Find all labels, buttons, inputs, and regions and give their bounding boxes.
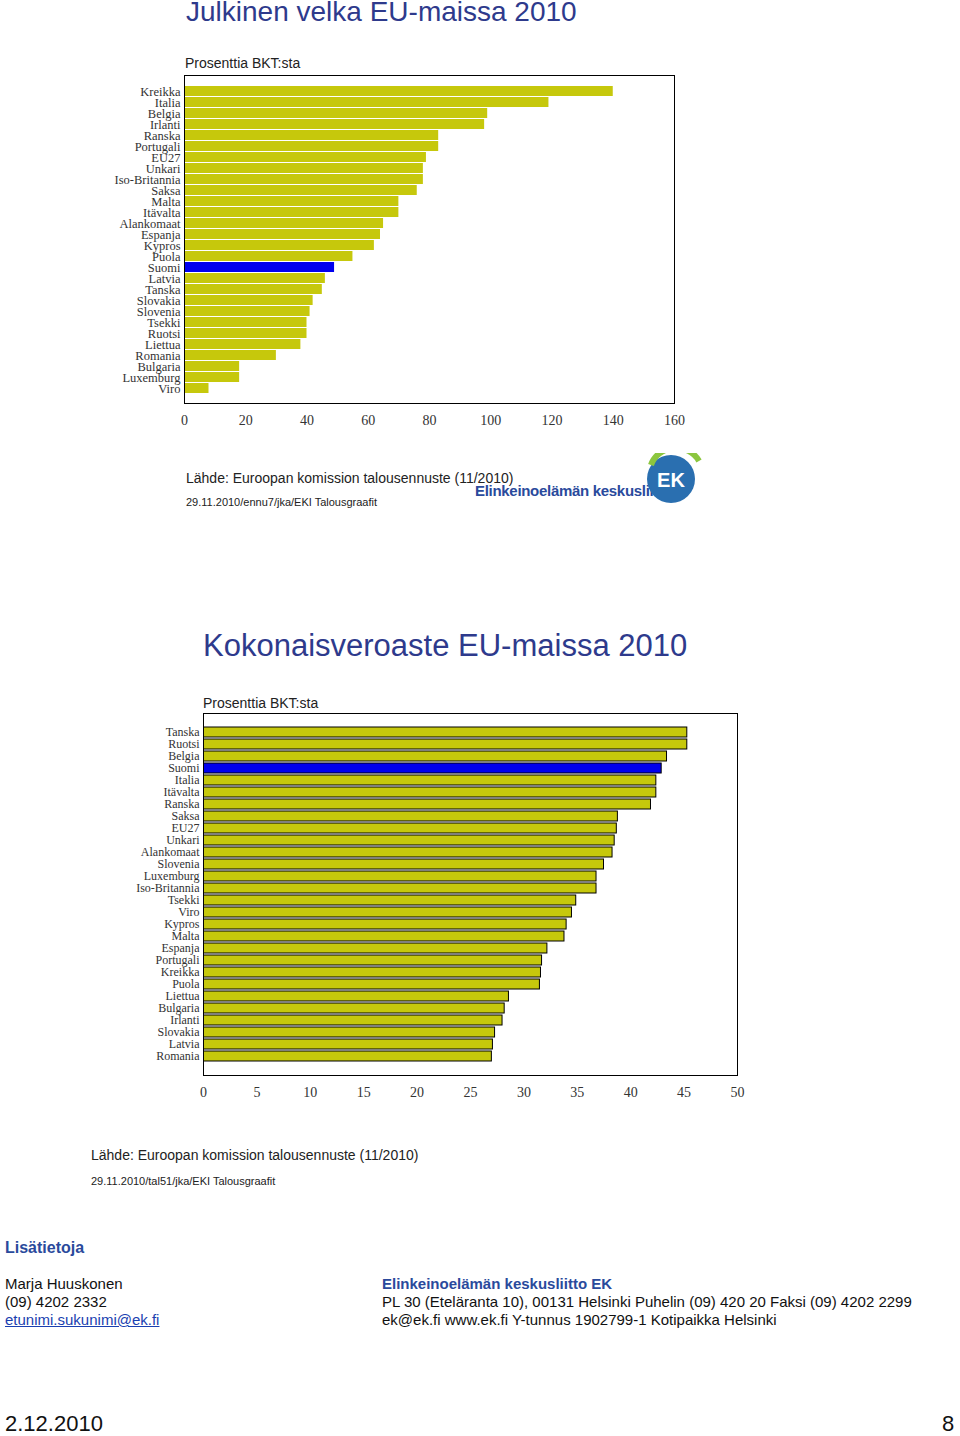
svg-text:120: 120	[542, 413, 563, 428]
svg-text:Slovakia: Slovakia	[157, 1025, 200, 1040]
svg-text:EU27: EU27	[151, 150, 181, 165]
svg-text:Luxemburg: Luxemburg	[143, 869, 200, 884]
svg-text:Viro: Viro	[158, 382, 180, 396]
svg-text:40: 40	[300, 413, 314, 428]
svg-text:Puola: Puola	[152, 249, 181, 264]
svg-text:40: 40	[624, 1085, 638, 1100]
svg-text:Ranska: Ranska	[164, 797, 200, 812]
html-text:29.11.2010/tal51/jka/EKI Talou: 29.11.2010/tal51/jka/EKI Talousgraafit	[91, 1175, 276, 1187]
svg-text:Saksa: Saksa	[171, 809, 200, 824]
svg-text:Liettua: Liettua	[145, 337, 181, 352]
svg-text:Espanja: Espanja	[140, 227, 181, 242]
svg-text:Ruotsi: Ruotsi	[147, 326, 181, 341]
svg-text:Tanska: Tanska	[165, 725, 200, 740]
svg-text:25: 25	[464, 1085, 478, 1100]
svg-text:Belgia: Belgia	[147, 106, 181, 121]
html-text:29.11.2010/ennu7/jka/EKI Talou: 29.11.2010/ennu7/jka/EKI Talousgraafit	[186, 496, 377, 508]
svg-text:20: 20	[239, 413, 253, 428]
svg-text:Irlanti: Irlanti	[170, 1013, 200, 1028]
svg-text:Suomi: Suomi	[168, 761, 200, 776]
svg-text:Italia: Italia	[154, 95, 181, 110]
html-text:ek@ek.fi www.ek.fi Y-tunnus 19: ek@ek.fi www.ek.fi Y-tunnus 1902799-1 Ko…	[382, 1311, 777, 1328]
svg-text:Iso-Britannia: Iso-Britannia	[136, 881, 200, 896]
svg-text:Luxemburg: Luxemburg	[122, 370, 181, 385]
svg-text:Puola: Puola	[172, 977, 200, 992]
html-text:(09) 4202 2332: (09) 4202 2332	[5, 1293, 107, 1310]
svg-text:Unkari: Unkari	[145, 161, 181, 176]
svg-text:Alankomaat: Alankomaat	[119, 216, 181, 231]
svg-text:45: 45	[677, 1085, 691, 1100]
html-text:8: 8	[942, 1411, 955, 1436]
html-text:etunimi.sukunimi@ek.fi: etunimi.sukunimi@ek.fi	[5, 1311, 160, 1328]
svg-text:Tanska: Tanska	[145, 282, 181, 297]
svg-text:Ranska: Ranska	[143, 128, 181, 143]
svg-text:Bulgaria: Bulgaria	[137, 359, 181, 374]
svg-text:Liettua: Liettua	[165, 989, 200, 1004]
svg-text:Slovenia: Slovenia	[157, 857, 200, 872]
svg-text:Kreikka: Kreikka	[140, 84, 181, 99]
html-text:Lähde: Euroopan komission talo: Lähde: Euroopan komission talousennuste …	[186, 470, 514, 486]
svg-text:20: 20	[410, 1085, 424, 1100]
svg-text:160: 160	[664, 413, 685, 428]
svg-text:Tsekki: Tsekki	[167, 893, 200, 908]
svg-text:Viro: Viro	[178, 905, 200, 920]
svg-text:Malta: Malta	[171, 929, 200, 944]
svg-text:Tsekki: Tsekki	[147, 315, 181, 330]
svg-text:15: 15	[357, 1085, 371, 1100]
svg-text:Iso-Britannia: Iso-Britannia	[114, 172, 181, 187]
svg-text:Kreikka: Kreikka	[160, 965, 200, 980]
html-text:Marja Huuskonen: Marja Huuskonen	[5, 1275, 123, 1292]
html-text:PL 30 (Eteläranta 10), 00131 H: PL 30 (Eteläranta 10), 00131 Helsinki Pu…	[382, 1293, 912, 1310]
svg-text:Kypros: Kypros	[164, 917, 200, 932]
svg-text:Slovenia: Slovenia	[136, 304, 181, 319]
svg-text:50: 50	[731, 1085, 745, 1100]
html-text:Lisätietoja: Lisätietoja	[5, 1239, 85, 1256]
svg-text:80: 80	[423, 413, 437, 428]
html-text:Elinkeinoelämän keskusliitto E: Elinkeinoelämän keskusliitto EK	[382, 1275, 613, 1292]
svg-text:Ruotsi: Ruotsi	[168, 737, 200, 752]
svg-text:0: 0	[200, 1085, 207, 1100]
html-text:2.12.2010: 2.12.2010	[5, 1411, 103, 1436]
svg-text:Italia: Italia	[174, 773, 200, 788]
svg-text:Portugali: Portugali	[155, 953, 200, 968]
svg-text:Itävalta: Itävalta	[143, 205, 181, 220]
svg-text:35: 35	[570, 1085, 584, 1100]
svg-text:Irlanti: Irlanti	[150, 117, 181, 132]
svg-text:5: 5	[253, 1085, 260, 1100]
svg-text:EK: EK	[657, 469, 685, 491]
svg-text:Malta: Malta	[151, 194, 181, 209]
html-text:Prosenttia BKT:sta: Prosenttia BKT:sta	[203, 695, 319, 711]
html-text:Elinkeinoelämän keskusliitto: Elinkeinoelämän keskusliitto	[475, 482, 672, 499]
svg-text:10: 10	[303, 1085, 317, 1100]
svg-text:Romania: Romania	[156, 1049, 200, 1063]
svg-text:60: 60	[361, 413, 375, 428]
svg-text:Unkari: Unkari	[166, 833, 200, 848]
svg-text:Latvia: Latvia	[148, 271, 181, 286]
svg-text:Portugali: Portugali	[134, 139, 181, 154]
svg-text:0: 0	[181, 413, 188, 428]
svg-text:Bulgaria: Bulgaria	[158, 1001, 200, 1016]
svg-text:140: 140	[603, 413, 624, 428]
svg-text:Saksa: Saksa	[151, 183, 181, 198]
html-text:Lähde: Euroopan komission talo: Lähde: Euroopan komission talousennuste …	[91, 1147, 419, 1163]
svg-text:100: 100	[480, 413, 501, 428]
html-text:Kokonaisveroaste EU-maissa 201: Kokonaisveroaste EU-maissa 2010	[203, 628, 688, 663]
svg-text:Latvia: Latvia	[168, 1037, 200, 1052]
svg-text:EU27: EU27	[171, 821, 200, 836]
svg-text:Suomi: Suomi	[147, 260, 181, 275]
svg-text:Alankomaat: Alankomaat	[140, 845, 200, 860]
svg-text:Kypros: Kypros	[143, 238, 181, 253]
svg-text:Slovakia: Slovakia	[136, 293, 181, 308]
svg-text:Belgia: Belgia	[168, 749, 200, 764]
svg-text:Espanja: Espanja	[161, 941, 200, 956]
html-text:Prosenttia BKT:sta: Prosenttia BKT:sta	[185, 55, 301, 71]
svg-text:Romania: Romania	[135, 348, 181, 363]
svg-text:Itävalta: Itävalta	[163, 785, 200, 800]
svg-text:30: 30	[517, 1085, 531, 1100]
